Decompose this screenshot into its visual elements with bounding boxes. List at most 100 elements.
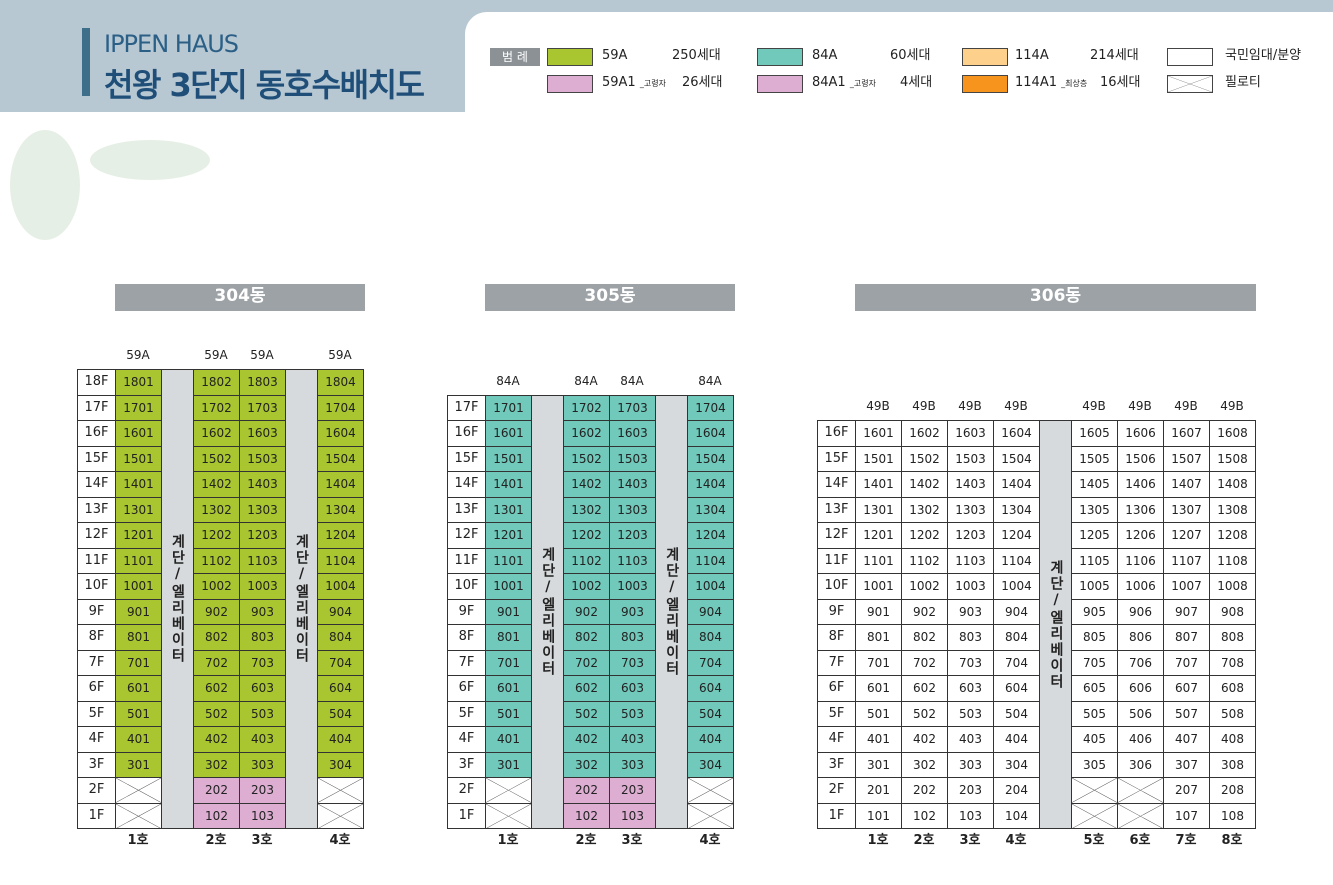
column-label: 3호 bbox=[621, 833, 643, 848]
unit: 602 bbox=[563, 675, 610, 702]
floor-label: 16F bbox=[817, 420, 856, 447]
column-type: 49B bbox=[1220, 399, 1244, 413]
unit: 307 bbox=[1163, 751, 1210, 778]
unit: 502 bbox=[193, 700, 240, 727]
unit: 1604 bbox=[993, 420, 1040, 447]
unit: 1201 bbox=[855, 522, 902, 549]
unit: 501 bbox=[485, 700, 532, 727]
piloti-cross bbox=[318, 803, 363, 828]
unit: 1302 bbox=[563, 496, 610, 523]
floor-label: 10F bbox=[817, 573, 856, 600]
floor-label: 4F bbox=[447, 726, 486, 753]
unit: 704 bbox=[993, 649, 1040, 676]
unit: 1103 bbox=[609, 547, 656, 574]
unit: 503 bbox=[239, 700, 286, 727]
column-label: 2호 bbox=[205, 833, 227, 848]
legend-swatch bbox=[962, 75, 1008, 93]
floor-label: 14F bbox=[817, 471, 856, 498]
building-title: 304동 bbox=[115, 284, 365, 311]
unit: 1003 bbox=[239, 573, 286, 600]
core-label: 계단/엘리베이터 bbox=[1048, 559, 1064, 690]
core: 계단/엘리베이터 bbox=[161, 369, 194, 829]
floor-label: 8F bbox=[817, 624, 856, 651]
floor-label: 13F bbox=[447, 496, 486, 523]
floor-label: 12F bbox=[447, 522, 486, 549]
unit: 1006 bbox=[1117, 573, 1164, 600]
legend-count: 60세대 bbox=[890, 48, 931, 63]
legend-name: 114A1 _최상층 bbox=[1015, 75, 1088, 90]
unit: 304 bbox=[317, 751, 364, 778]
legend-note: _고령자 bbox=[639, 79, 666, 88]
unit: 706 bbox=[1117, 649, 1164, 676]
column-label: 6호 bbox=[1129, 833, 1151, 848]
unit: 1101 bbox=[485, 547, 532, 574]
column-label: 5호 bbox=[1083, 833, 1105, 848]
unit: 504 bbox=[317, 700, 364, 727]
legend-swatch bbox=[547, 48, 593, 66]
unit: 107 bbox=[1163, 802, 1210, 829]
floor-label: 11F bbox=[447, 547, 486, 574]
floor-label: 16F bbox=[447, 420, 486, 447]
floor-label: 6F bbox=[447, 675, 486, 702]
unit: 1203 bbox=[609, 522, 656, 549]
unit: 602 bbox=[193, 675, 240, 702]
unit: 1304 bbox=[993, 496, 1040, 523]
unit: 1304 bbox=[687, 496, 734, 523]
piloti bbox=[687, 802, 734, 829]
unit: 403 bbox=[239, 726, 286, 753]
floor-label: 12F bbox=[817, 522, 856, 549]
unit: 1206 bbox=[1117, 522, 1164, 549]
unit: 1507 bbox=[1163, 445, 1210, 472]
legend-swatch bbox=[1167, 48, 1213, 66]
unit: 702 bbox=[193, 649, 240, 676]
column-type: 49B bbox=[866, 399, 890, 413]
column-type: 59A bbox=[126, 348, 150, 362]
floor-label: 8F bbox=[77, 624, 116, 651]
unit: 601 bbox=[115, 675, 162, 702]
piloti-cross bbox=[1072, 778, 1117, 803]
unit: 802 bbox=[193, 624, 240, 651]
unit: 401 bbox=[485, 726, 532, 753]
column-label: 3호 bbox=[959, 833, 981, 848]
floor-label: 17F bbox=[77, 394, 116, 421]
unit: 1704 bbox=[687, 394, 734, 421]
unit: 1003 bbox=[947, 573, 994, 600]
unit: 804 bbox=[687, 624, 734, 651]
unit: 203 bbox=[609, 777, 656, 804]
unit: 1602 bbox=[563, 420, 610, 447]
unit: 1204 bbox=[687, 522, 734, 549]
column-label: 1호 bbox=[867, 833, 889, 848]
unit: 1205 bbox=[1071, 522, 1118, 549]
unit: 103 bbox=[609, 802, 656, 829]
column-type: 49B bbox=[958, 399, 982, 413]
unit: 705 bbox=[1071, 649, 1118, 676]
floor-label: 12F bbox=[77, 522, 116, 549]
floor-label: 1F bbox=[447, 802, 486, 829]
unit: 1701 bbox=[485, 394, 532, 421]
piloti bbox=[1071, 777, 1118, 804]
column-type: 49B bbox=[1004, 399, 1028, 413]
unit: 1002 bbox=[901, 573, 948, 600]
core-label: 계단/엘리베이터 bbox=[293, 534, 310, 664]
piloti-cross bbox=[1118, 803, 1163, 828]
column-label: 3호 bbox=[251, 833, 273, 848]
column-type: 59A bbox=[328, 348, 352, 362]
floor-label: 13F bbox=[77, 496, 116, 523]
unit: 1401 bbox=[485, 471, 532, 498]
unit: 301 bbox=[115, 751, 162, 778]
unit: 1203 bbox=[947, 522, 994, 549]
floor-label: 10F bbox=[447, 573, 486, 600]
legend-name: 114A bbox=[1015, 48, 1049, 63]
unit: 1301 bbox=[115, 496, 162, 523]
unit: 1201 bbox=[485, 522, 532, 549]
unit: 902 bbox=[901, 598, 948, 625]
column-label: 4호 bbox=[699, 833, 721, 848]
unit: 304 bbox=[687, 751, 734, 778]
unit: 303 bbox=[609, 751, 656, 778]
unit: 1202 bbox=[193, 522, 240, 549]
unit: 302 bbox=[193, 751, 240, 778]
unit: 204 bbox=[993, 777, 1040, 804]
floor-label: 11F bbox=[817, 547, 856, 574]
unit: 108 bbox=[1209, 802, 1256, 829]
legend-label: 범 례 bbox=[490, 48, 540, 66]
